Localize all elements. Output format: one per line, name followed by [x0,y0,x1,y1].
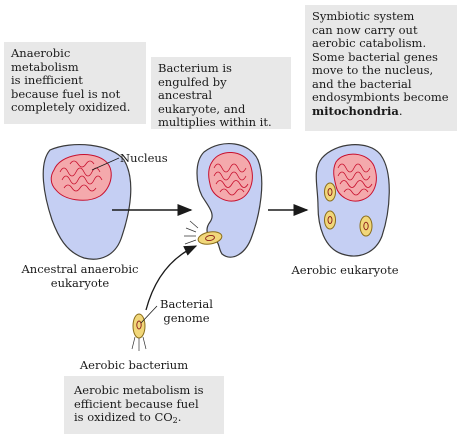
anaerobic-note-text: Anaerobic metabolism is inefficient beca… [11,46,131,114]
genome-leader-line [140,305,158,324]
mitochondrion [359,215,373,237]
engulfment-note-text: Bacterium is engulfed by ancestral eukar… [158,61,272,129]
engulfed-bacterium [184,220,223,245]
anaerobic-note: Anaerobic metabolism is inefficient beca… [4,42,146,124]
aerobic-note: Aerobic metabolism is efficient because … [64,376,224,434]
nucleus-engulfing [208,152,253,202]
mitochondrion [324,210,336,230]
aerobic-eukaryote-label: Aerobic eukaryote [291,263,399,277]
mitochondria-term: mitochondria [312,103,399,118]
nucleus-ancestral [50,154,112,201]
nucleus-label: Nucleus [120,151,168,165]
aerobic-bacterium [131,305,158,351]
arrow-bacterium-entry [145,245,198,311]
co2-subscript: 2 [172,416,178,425]
aerobic-note-end: . [177,410,182,424]
nucleus-aerobic [333,153,377,202]
symbiotic-note-body: Symbiotic system can now carry out aerob… [312,9,449,104]
ancestral-eukaryote-cell [42,143,132,260]
aerobic-bacterium-label: Aerobic bacterium [79,358,189,372]
bacterial-genome-label: Bacterial genome [160,297,213,325]
engulfing-eukaryote-cell [196,143,263,258]
engulfment-note: Bacterium is engulfed by ancestral eukar… [151,57,291,129]
aerobic-note-text: Aerobic metabolism is efficient because … [74,383,214,428]
symbiotic-note-end: . [398,103,403,118]
ancestral-eukaryote-label: Ancestral anaerobic eukaryote [21,262,139,290]
symbiotic-note: Symbiotic system can now carry out aerob… [305,5,457,131]
aerobic-note-body: Aerobic metabolism is efficient because … [74,383,204,424]
mitochondrion [324,182,336,202]
nucleus-leader-line [91,157,120,171]
aerobic-eukaryote-cell [315,144,390,257]
symbiotic-note-text: Symbiotic system can now carry out aerob… [312,9,450,118]
